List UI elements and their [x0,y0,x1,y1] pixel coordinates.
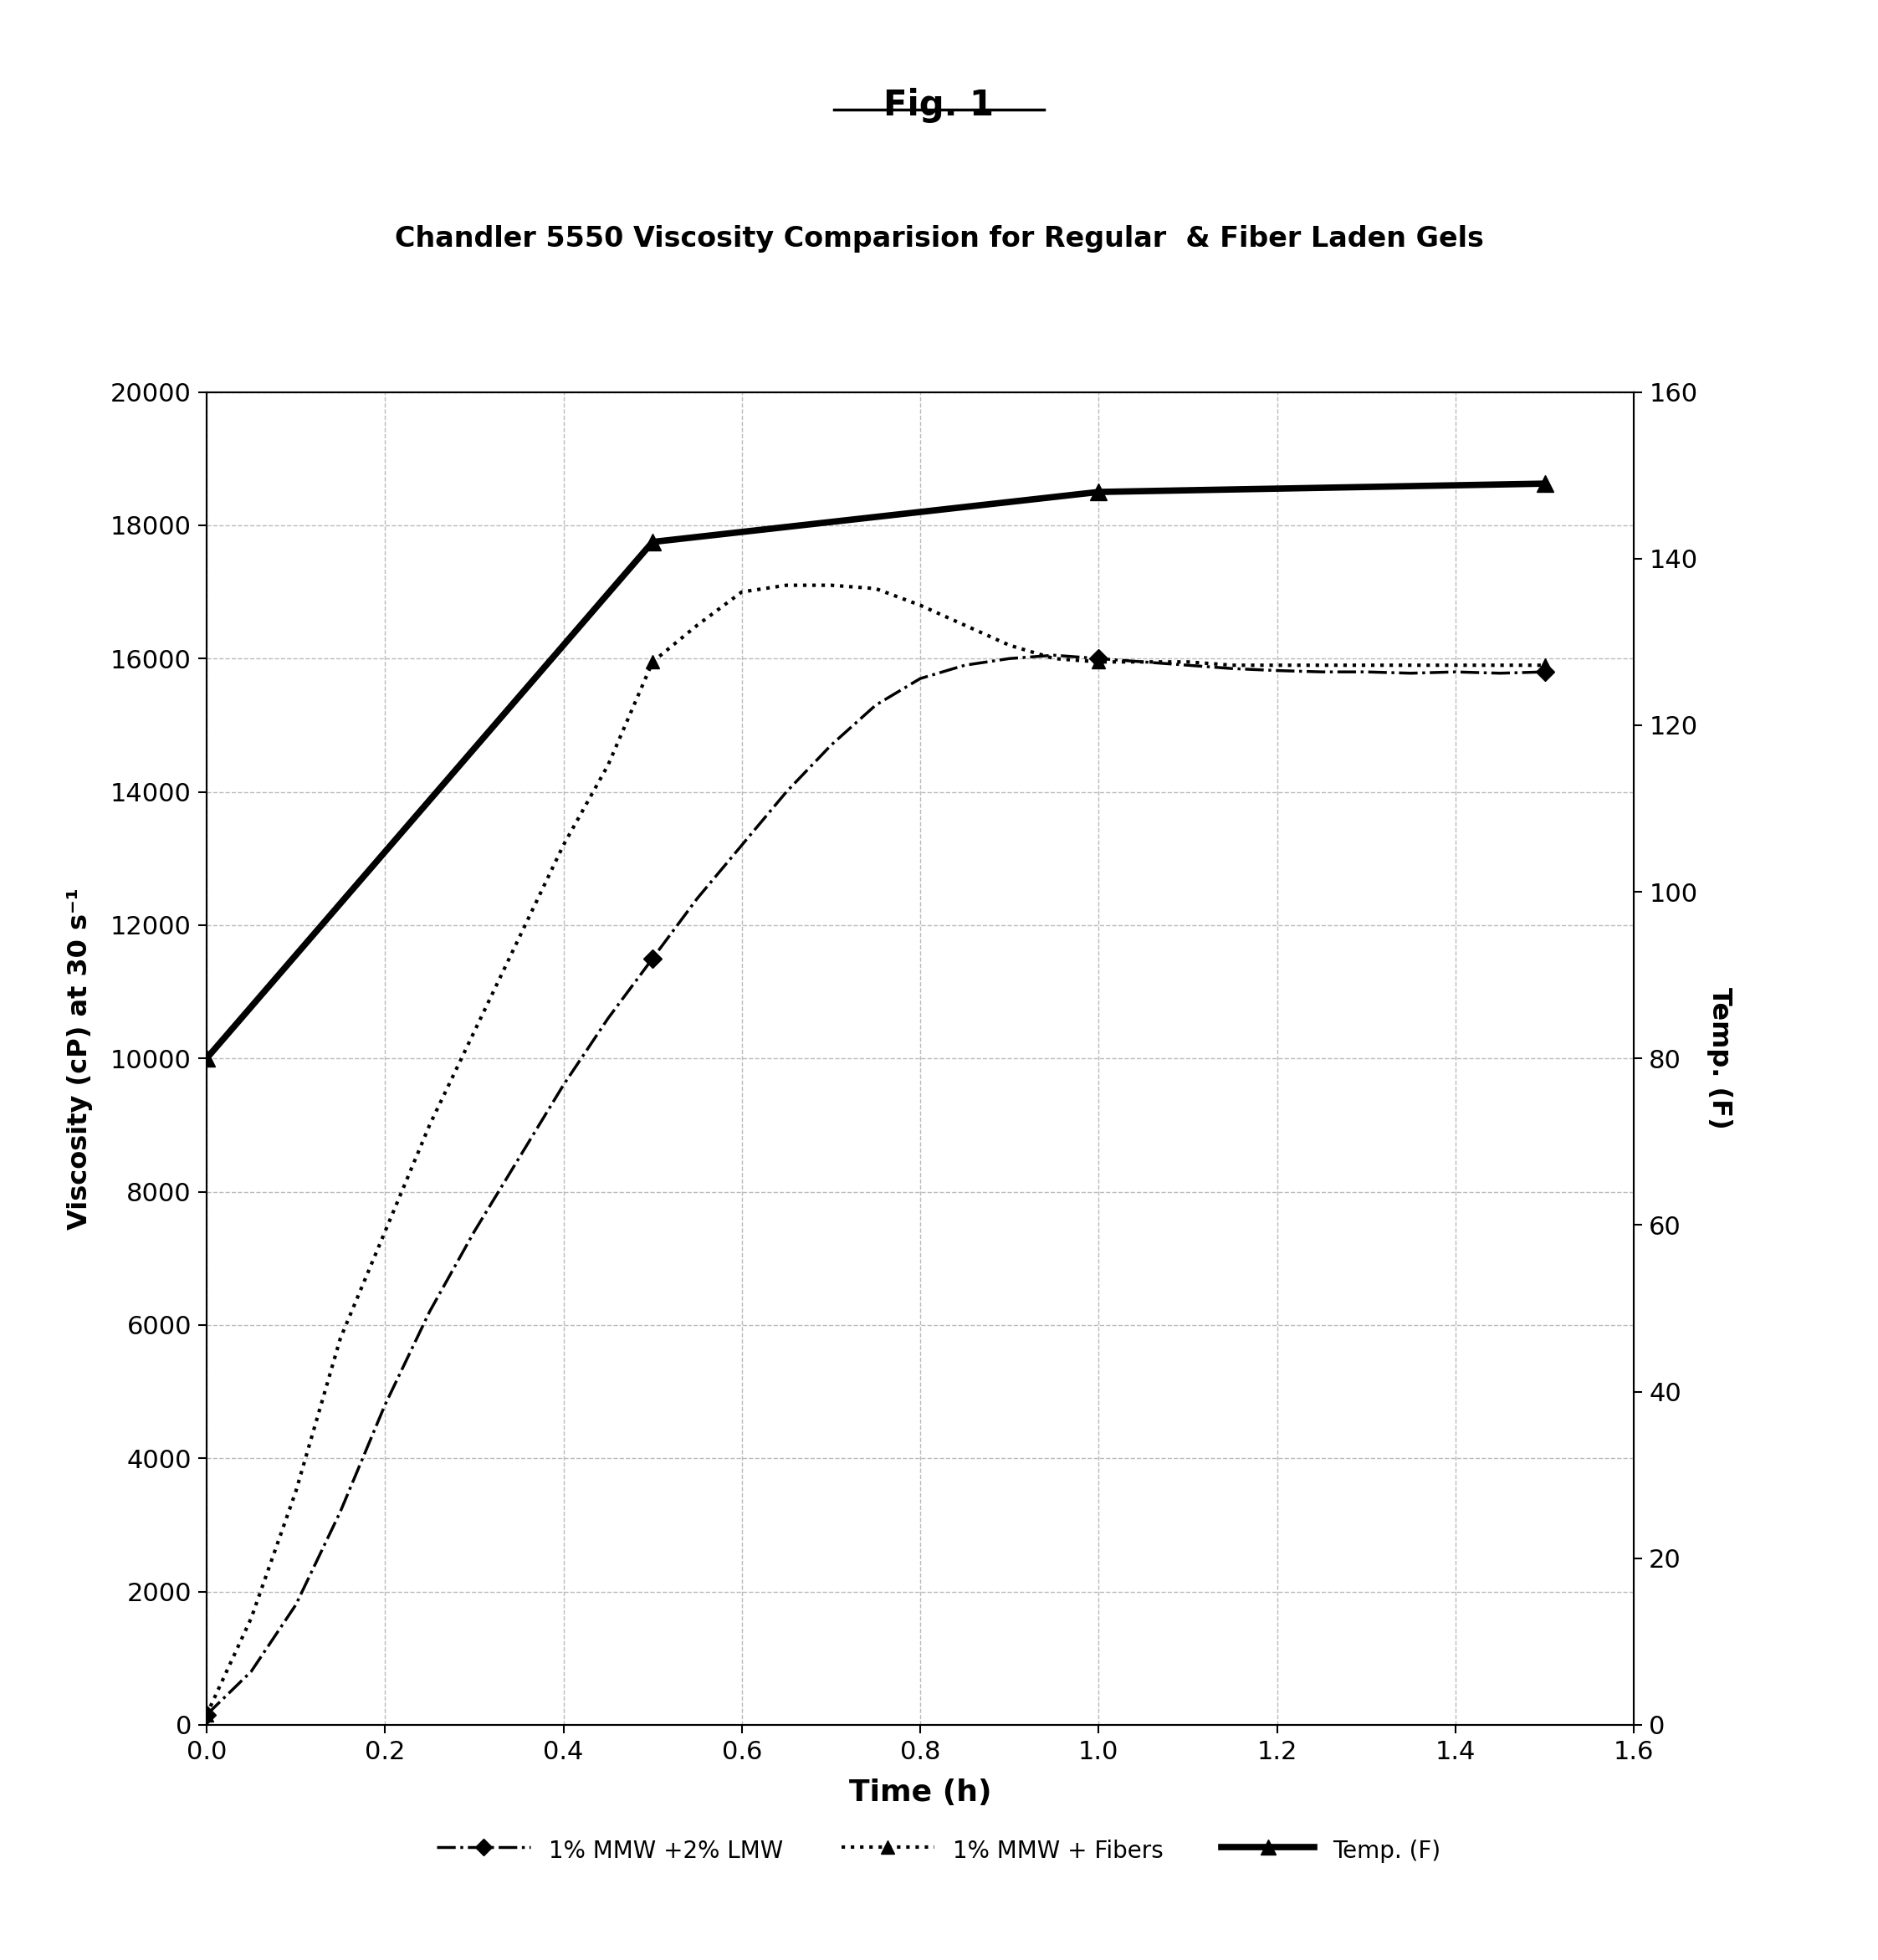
Text: Chandler 5550 Viscosity Comparision for Regular  & Fiber Laden Gels: Chandler 5550 Viscosity Comparision for … [394,225,1484,253]
Y-axis label: Temp. (F): Temp. (F) [1707,988,1732,1129]
Text: Fig. 1: Fig. 1 [885,88,993,123]
Legend: 1% MMW +2% LMW, 1% MMW + Fibers, Temp. (F): 1% MMW +2% LMW, 1% MMW + Fibers, Temp. (… [428,1827,1450,1874]
X-axis label: Time (h): Time (h) [849,1778,992,1807]
Y-axis label: Viscosity (cP) at 30 s⁻¹: Viscosity (cP) at 30 s⁻¹ [68,888,92,1229]
